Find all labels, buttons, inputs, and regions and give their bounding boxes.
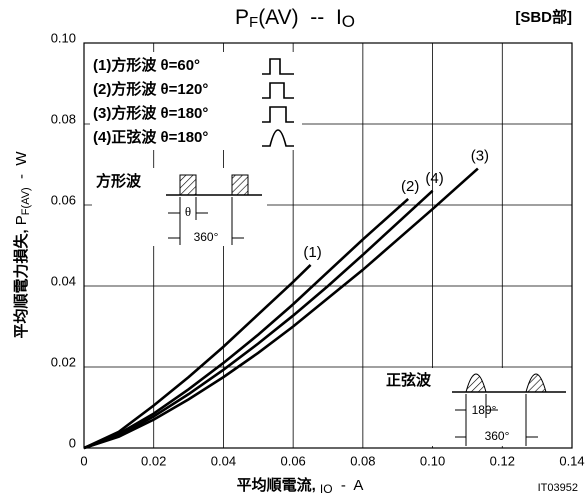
dim-label: 360° <box>194 230 219 244</box>
title-part: P <box>235 6 249 29</box>
series-line <box>83 167 479 450</box>
series-line <box>83 264 312 450</box>
y-tick-label: 0.04 <box>51 273 76 288</box>
series-label: (4) <box>425 170 443 187</box>
dim <box>168 197 244 245</box>
legend-icon <box>262 106 294 123</box>
pulse <box>179 174 197 196</box>
x-tick-label: 0.04 <box>211 453 236 468</box>
y-label-part: F(AV) <box>20 187 32 215</box>
y-tick-label: 0.10 <box>51 30 76 45</box>
y-tick-label: 0.08 <box>51 111 76 126</box>
pulse <box>231 174 249 196</box>
x-tick-label: 0.02 <box>141 453 166 468</box>
y-label-part: 平均順電力損失, <box>12 225 30 338</box>
series-line <box>83 197 410 450</box>
legend-icon <box>262 82 294 99</box>
y-tick-label: 0.06 <box>51 192 76 207</box>
plot-frame <box>83 42 573 449</box>
legend-icon <box>262 129 294 147</box>
y-tick-label: 0.02 <box>51 354 76 369</box>
series-label: (3) <box>471 148 489 165</box>
legend-entry: (1)方形波 θ=60° <box>93 56 200 74</box>
title-part: O <box>342 12 355 31</box>
x-axis-label: 平均順電流, IO - A <box>237 476 364 496</box>
inset-label: 正弦波 <box>386 371 432 389</box>
y-label-part: - W <box>13 151 30 188</box>
dim-label: 360° <box>485 429 510 443</box>
legend-box <box>90 52 302 150</box>
chart-title: PF(AV) -- IO <box>235 6 355 32</box>
x-tick-label: 0.08 <box>350 453 375 468</box>
x-tick-label: 0.12 <box>490 453 515 468</box>
series-label: (2) <box>401 178 419 195</box>
dim <box>455 394 538 446</box>
legend-entry: (4)正弦波 θ=180° <box>93 128 208 146</box>
title-part: F <box>249 14 258 31</box>
y-label-part: P <box>13 215 30 225</box>
y-tick-label: 0 <box>69 435 76 450</box>
dim-label: 180° <box>472 403 497 417</box>
legend-entry: (2)方形波 θ=120° <box>93 80 208 98</box>
x-tick-label: 0.06 <box>280 453 305 468</box>
title-part: (AV) -- I <box>258 6 342 29</box>
series-label: (1) <box>303 244 321 261</box>
x-tick-label: 0.14 <box>559 453 584 468</box>
inset-label: 方形波 <box>96 172 142 190</box>
x-label-part: - A <box>333 477 364 494</box>
series-line <box>83 189 434 450</box>
legend-entry: (3)方形波 θ=180° <box>93 104 208 122</box>
y-axis-label: 平均順電力損失, PF(AV) - W <box>12 151 32 339</box>
x-label-part: IO <box>320 482 333 496</box>
legend-icon <box>262 58 294 75</box>
figure-code: IT03952 <box>538 482 578 494</box>
dim-label: θ <box>185 204 191 219</box>
subtitle: [SBD部] <box>515 8 572 26</box>
x-tick-label: 0.10 <box>420 453 445 468</box>
x-tick-label: 0 <box>80 453 87 468</box>
x-label-part: 平均順電流, <box>237 476 320 494</box>
